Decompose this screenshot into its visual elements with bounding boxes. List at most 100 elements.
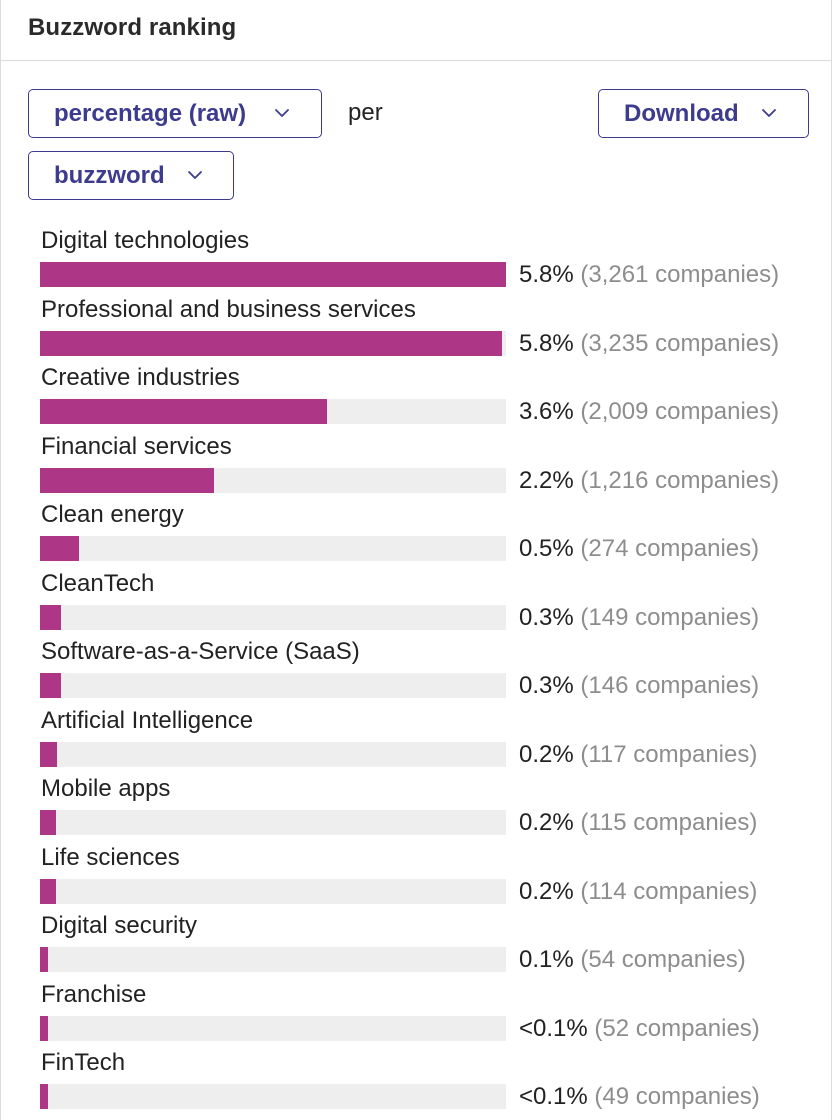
buzzword-name: CleanTech bbox=[41, 569, 155, 597]
bar-track bbox=[40, 1084, 506, 1109]
buzzword-name: Professional and business services bbox=[41, 295, 416, 323]
bar-track bbox=[40, 330, 506, 356]
ranking-row: Digital technologies 5.8% (3,261 companie… bbox=[1, 227, 831, 296]
bar-fill bbox=[40, 262, 506, 287]
ranking-value: 2.2% (1,216 companies) bbox=[519, 466, 779, 496]
buzzword-name: Software-as-a-Service (SaaS) bbox=[41, 638, 360, 665]
per-label: per bbox=[348, 99, 383, 126]
bar-track bbox=[40, 741, 506, 767]
chevron-down-icon bbox=[275, 109, 289, 117]
bar-fill bbox=[40, 878, 56, 904]
company-count: (3,261 companies) bbox=[580, 261, 780, 288]
ranking-row: Franchise <0.1% (52 companies) bbox=[1, 980, 831, 1050]
download-dropdown[interactable]: Download bbox=[598, 89, 809, 138]
percentage-value: 0.2% bbox=[519, 809, 574, 836]
metric-dropdown-label: percentage (raw) bbox=[54, 99, 247, 127]
ranking-row: Mobile apps 0.2% (115 companies) bbox=[1, 775, 831, 844]
chevron-down-icon bbox=[188, 171, 202, 179]
ranking-value: 0.2% (114 companies) bbox=[519, 877, 757, 907]
ranking-value: <0.1% (52 companies) bbox=[519, 1014, 760, 1044]
metric-dropdown[interactable]: percentage (raw) bbox=[28, 89, 322, 138]
buzzword-name: Digital technologies bbox=[41, 227, 250, 254]
percentage-value: 5.8% bbox=[519, 261, 574, 288]
ranking-value: 5.8% (3,261 companies) bbox=[519, 260, 779, 290]
company-count: (2,009 companies) bbox=[580, 398, 780, 425]
ranking-row: Financial services 2.2% (1,216 companies) bbox=[1, 432, 831, 502]
group-by-dropdown[interactable]: buzzword bbox=[28, 151, 234, 200]
bar-track bbox=[40, 399, 506, 424]
bar-fill bbox=[40, 330, 502, 356]
buzzword-name: Franchise bbox=[41, 980, 147, 1008]
bar-fill bbox=[40, 604, 61, 630]
percentage-value: 0.2% bbox=[519, 740, 574, 768]
company-count: (117 companies) bbox=[580, 740, 758, 768]
percentage-value: 0.3% bbox=[519, 603, 574, 631]
buzzword-name: Life sciences bbox=[41, 843, 180, 871]
company-count: (149 companies) bbox=[580, 603, 760, 631]
panel-header: Buzzword ranking bbox=[1, 0, 831, 61]
ranking-value: 0.3% (146 companies) bbox=[519, 671, 759, 701]
chevron-down-icon bbox=[762, 109, 776, 117]
bar-track bbox=[40, 673, 506, 698]
bar-fill bbox=[40, 467, 214, 493]
ranking-value: 0.1% (54 companies) bbox=[519, 945, 746, 975]
company-count: (115 companies) bbox=[580, 809, 758, 836]
ranking-row: FinTech <0.1% (49 companies) bbox=[1, 1049, 831, 1118]
ranking-value: 0.5% (274 companies) bbox=[519, 534, 759, 564]
bar-track bbox=[40, 1015, 506, 1041]
bar-track bbox=[40, 947, 506, 972]
bar-track bbox=[40, 810, 506, 835]
bar-track bbox=[40, 536, 506, 561]
percentage-value: 5.8% bbox=[519, 329, 574, 357]
ranking-row: Professional and business services 5.8% (… bbox=[1, 295, 831, 365]
ranking-row: Clean energy 0.5% (274 companies) bbox=[1, 501, 831, 570]
download-dropdown-label: Download bbox=[624, 99, 739, 127]
percentage-value: <0.1% bbox=[519, 1083, 588, 1110]
panel-title: Buzzword ranking bbox=[28, 14, 237, 41]
buzzword-name: Mobile apps bbox=[41, 775, 171, 802]
company-count: (114 companies) bbox=[580, 877, 758, 905]
company-count: (1,216 companies) bbox=[580, 466, 780, 494]
bar-fill bbox=[40, 947, 48, 972]
bar-track bbox=[40, 878, 506, 904]
bar-fill bbox=[40, 673, 61, 698]
buzzword-name: Artificial Intelligence bbox=[41, 706, 254, 734]
bar-fill bbox=[40, 536, 79, 561]
group-by-dropdown-label: buzzword bbox=[54, 161, 165, 189]
ranking-row: Creative industries 3.6% (2,009 companies… bbox=[1, 364, 831, 433]
ranking-row: Digital security 0.1% (54 companies) bbox=[1, 912, 831, 981]
ranking-row: Life sciences 0.2% (114 companies) bbox=[1, 843, 831, 913]
percentage-value: <0.1% bbox=[519, 1014, 588, 1042]
buzzword-name: Clean energy bbox=[41, 501, 184, 528]
company-count: (54 companies) bbox=[580, 946, 746, 973]
ranking-row: Software-as-a-Service (SaaS) 0.3% (146 co… bbox=[1, 638, 831, 707]
company-count: (49 companies) bbox=[594, 1083, 760, 1110]
ranking-value: 0.3% (149 companies) bbox=[519, 603, 759, 633]
buzzword-name: Financial services bbox=[41, 432, 232, 460]
bar-fill bbox=[40, 810, 56, 835]
ranking-value: 3.6% (2,009 companies) bbox=[519, 397, 779, 427]
percentage-value: 0.1% bbox=[519, 946, 574, 973]
buzzword-name: FinTech bbox=[41, 1049, 126, 1076]
bar-fill bbox=[40, 399, 327, 424]
bar-fill bbox=[40, 1084, 48, 1109]
company-count: (52 companies) bbox=[594, 1014, 760, 1042]
ranking-value: <0.1% (49 companies) bbox=[519, 1082, 760, 1112]
company-count: (274 companies) bbox=[580, 535, 760, 562]
company-count: (146 companies) bbox=[580, 672, 760, 699]
percentage-value: 3.6% bbox=[519, 398, 574, 425]
ranking-row: Artificial Intelligence 0.2% (117 compani… bbox=[1, 706, 831, 776]
ranking-value: 5.8% (3,235 companies) bbox=[519, 329, 779, 359]
bar-fill bbox=[40, 741, 57, 767]
bar-track bbox=[40, 467, 506, 493]
buzzword-name: Digital security bbox=[41, 912, 198, 939]
percentage-value: 0.3% bbox=[519, 672, 574, 699]
percentage-value: 0.5% bbox=[519, 535, 574, 562]
buzzword-name: Creative industries bbox=[41, 364, 240, 391]
percentage-value: 0.2% bbox=[519, 877, 574, 905]
percentage-value: 2.2% bbox=[519, 466, 574, 494]
ranking-value: 0.2% (115 companies) bbox=[519, 808, 757, 838]
bar-fill bbox=[40, 1015, 48, 1041]
